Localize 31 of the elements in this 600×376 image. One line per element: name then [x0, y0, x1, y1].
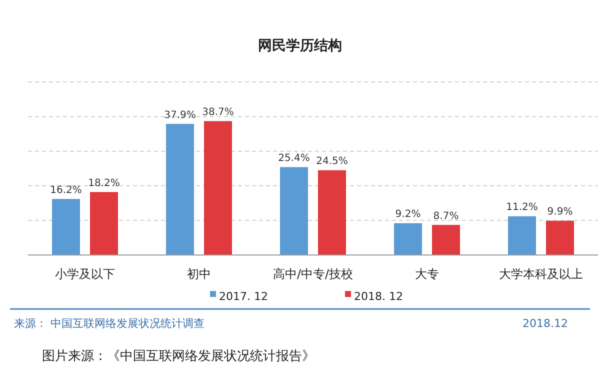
- bar: [394, 223, 422, 255]
- bar: [432, 224, 460, 255]
- source-note: 来源： 中国互联网络发展状况统计调查: [14, 317, 204, 330]
- legend-label: 2018. 12: [354, 290, 403, 303]
- bar: [166, 124, 194, 255]
- data-label: 11.2%: [506, 202, 538, 214]
- data-label: 24.5%: [316, 156, 348, 168]
- x-tick-label: 高中/中专/技校: [272, 267, 354, 281]
- data-label: 9.2%: [395, 209, 421, 220]
- x-tick-label: 大专: [415, 267, 439, 281]
- text: 图片来源：《中国互联网络发展状况统计报告》: [42, 349, 315, 364]
- legend-label: 2017. 12: [219, 290, 268, 303]
- data-label: 8.7%: [433, 210, 459, 222]
- chart-title: 网民学历结构: [258, 38, 342, 54]
- data-label: 38.7%: [202, 107, 234, 118]
- bar: [90, 192, 118, 255]
- data-label: 9.9%: [547, 206, 573, 218]
- x-tick-label: 大学本科及以上: [499, 267, 583, 281]
- data-label: 25.4%: [278, 153, 310, 164]
- data-label: 16.2%: [50, 184, 82, 196]
- text: 2018.12: [522, 317, 568, 330]
- bar: [546, 220, 574, 255]
- x-tick-label: 初中: [187, 267, 211, 281]
- bar: [52, 198, 80, 255]
- data-label: 18.2%: [88, 178, 120, 190]
- data-label: 37.9%: [164, 110, 196, 121]
- bar: [204, 121, 232, 255]
- bar: [318, 170, 346, 255]
- x-tick-label: 小学及以下: [55, 267, 115, 281]
- bar: [508, 216, 536, 255]
- bar: [280, 167, 308, 255]
